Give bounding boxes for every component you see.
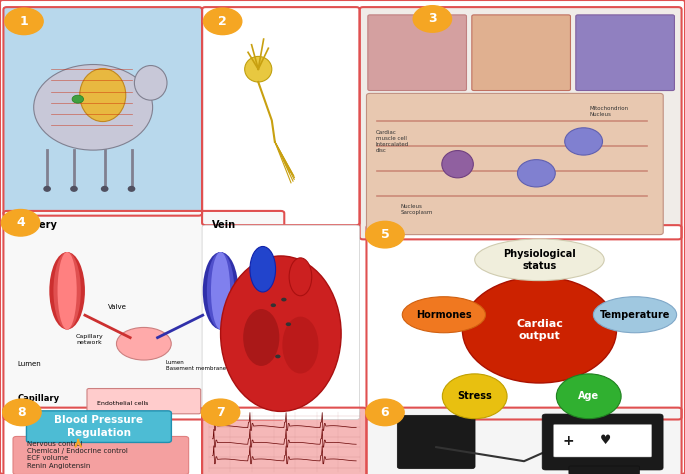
FancyBboxPatch shape [3, 7, 202, 216]
Text: 2: 2 [219, 15, 227, 28]
Text: Blood Pressure
Regulation: Blood Pressure Regulation [54, 415, 143, 438]
Text: 7: 7 [216, 406, 225, 419]
Circle shape [5, 8, 43, 35]
Text: Chemical / Endocrine control: Chemical / Endocrine control [27, 448, 127, 454]
Text: Stress: Stress [458, 391, 492, 401]
Text: Lumen
Basement membrane: Lumen Basement membrane [166, 360, 226, 371]
Ellipse shape [250, 246, 275, 292]
Text: Physiological
status: Physiological status [503, 249, 576, 271]
Ellipse shape [593, 297, 677, 333]
Ellipse shape [207, 252, 234, 329]
Circle shape [203, 8, 242, 35]
Ellipse shape [462, 277, 616, 383]
FancyBboxPatch shape [366, 225, 682, 419]
Ellipse shape [402, 297, 486, 333]
Text: Cardiac
muscle cell
Intercalated
disc: Cardiac muscle cell Intercalated disc [375, 130, 409, 153]
Text: Capillary: Capillary [18, 394, 60, 403]
FancyBboxPatch shape [87, 389, 201, 414]
Text: Renin Angiotensin: Renin Angiotensin [27, 463, 90, 469]
Ellipse shape [245, 56, 272, 82]
Circle shape [281, 298, 286, 301]
FancyBboxPatch shape [202, 408, 366, 474]
Text: 5: 5 [381, 228, 389, 241]
Text: Vein: Vein [212, 219, 236, 229]
Ellipse shape [564, 128, 603, 155]
Ellipse shape [203, 252, 238, 329]
Circle shape [286, 322, 291, 326]
Ellipse shape [243, 309, 279, 366]
FancyBboxPatch shape [569, 466, 639, 474]
Text: +: + [563, 434, 575, 448]
Ellipse shape [517, 160, 556, 187]
Circle shape [275, 355, 281, 358]
Ellipse shape [53, 252, 81, 329]
Circle shape [413, 6, 451, 32]
Text: Nervous control: Nervous control [27, 441, 82, 447]
Ellipse shape [34, 64, 153, 150]
FancyBboxPatch shape [202, 7, 360, 225]
Text: ♥: ♥ [600, 434, 611, 447]
Text: Hormones: Hormones [416, 310, 472, 320]
Text: Nucleus
Sarcoplasm: Nucleus Sarcoplasm [401, 204, 433, 215]
Ellipse shape [43, 186, 51, 192]
FancyBboxPatch shape [472, 15, 571, 91]
Ellipse shape [211, 252, 230, 329]
Circle shape [72, 95, 84, 103]
Circle shape [443, 374, 507, 419]
Text: 1: 1 [20, 15, 28, 28]
Text: ECF volume: ECF volume [27, 456, 68, 462]
Text: Endothelial cells: Endothelial cells [97, 401, 149, 406]
FancyBboxPatch shape [13, 437, 188, 474]
Text: 6: 6 [381, 406, 389, 419]
Text: 8: 8 [18, 406, 26, 419]
FancyBboxPatch shape [368, 15, 466, 91]
Circle shape [366, 399, 404, 426]
Ellipse shape [58, 252, 77, 329]
Ellipse shape [101, 186, 108, 192]
Ellipse shape [475, 239, 604, 281]
Text: Cardiac
output: Cardiac output [516, 319, 563, 341]
Text: Valve: Valve [108, 304, 127, 310]
FancyBboxPatch shape [27, 411, 171, 442]
FancyBboxPatch shape [202, 225, 360, 419]
Text: Lumen: Lumen [18, 361, 42, 367]
Circle shape [201, 399, 240, 426]
FancyBboxPatch shape [366, 408, 682, 474]
Text: Mitochondrion
Nucleus: Mitochondrion Nucleus [590, 107, 629, 117]
FancyBboxPatch shape [543, 414, 663, 470]
Ellipse shape [221, 256, 341, 411]
Circle shape [3, 399, 41, 426]
Ellipse shape [49, 252, 85, 329]
FancyBboxPatch shape [3, 408, 202, 474]
FancyBboxPatch shape [360, 7, 682, 239]
Ellipse shape [79, 69, 126, 121]
Ellipse shape [134, 65, 167, 100]
Ellipse shape [116, 328, 171, 360]
Text: Capillary
network: Capillary network [75, 334, 103, 345]
Text: 4: 4 [16, 216, 25, 229]
Ellipse shape [70, 186, 78, 192]
Text: 3: 3 [428, 12, 436, 26]
Circle shape [366, 221, 404, 248]
Circle shape [271, 303, 276, 307]
Ellipse shape [442, 151, 473, 178]
FancyBboxPatch shape [397, 415, 475, 469]
FancyBboxPatch shape [553, 424, 652, 457]
Circle shape [1, 210, 40, 236]
Text: Artery: Artery [23, 219, 58, 229]
Ellipse shape [127, 186, 136, 192]
Ellipse shape [282, 317, 319, 374]
FancyBboxPatch shape [366, 93, 663, 235]
FancyBboxPatch shape [3, 211, 284, 419]
FancyBboxPatch shape [576, 15, 675, 91]
Text: Age: Age [578, 391, 599, 401]
Circle shape [556, 374, 621, 419]
Text: Temperature: Temperature [600, 310, 670, 320]
Ellipse shape [289, 258, 312, 296]
